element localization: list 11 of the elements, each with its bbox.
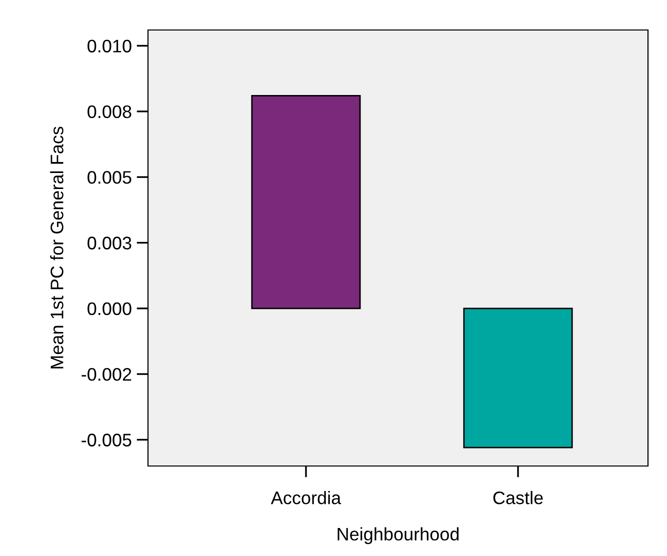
y-tick-label: -0.005	[82, 434, 132, 446]
y-tick-label: 0.008	[88, 105, 132, 118]
y-tick-label: 0.005	[88, 171, 132, 184]
x-tick-label: Accordia	[270, 491, 342, 504]
y-tick-label: 0.010	[88, 40, 132, 52]
x-tick-label: Castle	[493, 491, 543, 504]
y-tick-label: 0.003	[88, 236, 132, 250]
y-tick-label: -0.002	[82, 368, 132, 381]
x-axis-title: Neighbourhood	[338, 527, 459, 544]
y-tick-label: 0.000	[88, 302, 132, 316]
y-axis-title: Mean 1st PC for General Facs	[50, 126, 64, 368]
